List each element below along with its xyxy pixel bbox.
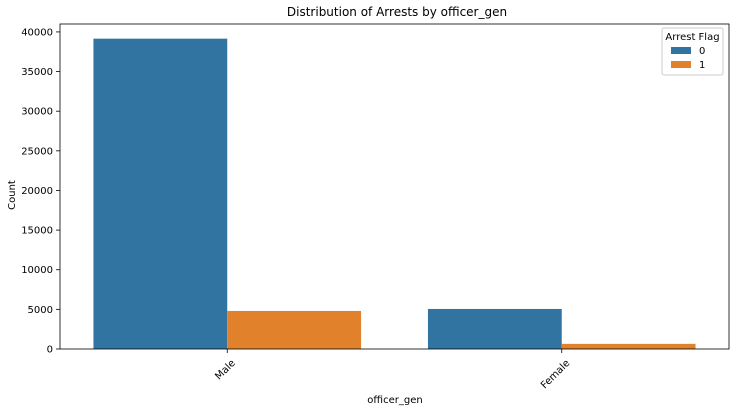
legend: Arrest Flag 0 1 <box>661 27 724 76</box>
y-axis: 0 5000 10000 15000 20000 25000 30000 35000 40000 <box>21 27 60 356</box>
plot-frame <box>59 23 730 350</box>
y-tick-label: 25000 <box>21 146 53 157</box>
y-tick-label: 0 <box>47 345 53 356</box>
x-axis-label: officer_gen <box>367 395 422 406</box>
bar-female-series-0 <box>427 308 562 349</box>
legend-label-series-1: 1 <box>699 60 705 71</box>
legend-swatch-series-0 <box>671 47 691 54</box>
bar-male-series-1 <box>227 310 362 349</box>
bar-male-series-0 <box>93 38 228 349</box>
y-tick-label: 15000 <box>21 226 53 237</box>
legend-swatch-series-1 <box>671 61 691 68</box>
x-axis: Male Female <box>213 349 572 391</box>
y-tick-label: 20000 <box>21 186 53 197</box>
y-tick-label: 30000 <box>21 107 53 118</box>
legend-label-series-0: 0 <box>699 46 705 57</box>
x-tick-label-female: Female <box>539 358 572 391</box>
chart-title: Distribution of Arrests by officer_gen <box>287 5 507 19</box>
plot-area <box>59 23 730 350</box>
y-axis-label: Count <box>7 180 18 210</box>
y-tick-label: 40000 <box>21 27 53 38</box>
y-tick-label: 5000 <box>28 305 53 316</box>
x-tick-label-male: Male <box>213 358 238 383</box>
bar-female-series-1 <box>561 343 696 349</box>
y-tick-label: 35000 <box>21 67 53 78</box>
legend-title: Arrest Flag <box>665 32 719 43</box>
y-tick-label: 10000 <box>21 265 53 276</box>
